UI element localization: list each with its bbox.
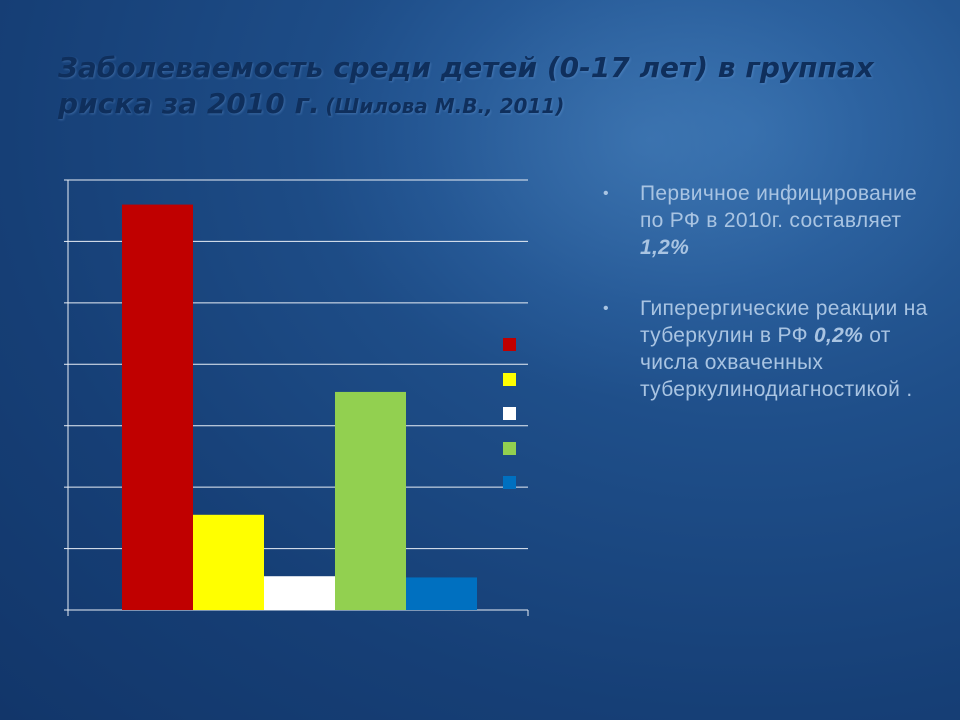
axes	[67, 180, 529, 616]
bullet-item-primary-infection: • Первичное инфицирование по РФ в 2010г.…	[600, 180, 935, 261]
bullet-list: • Первичное инфицирование по РФ в 2010г.…	[600, 180, 935, 437]
bar-5	[406, 577, 477, 610]
bullet-dot-icon: •	[603, 185, 609, 202]
title-citation: (Шилова М.В., 2011)	[325, 94, 565, 118]
bullet-text: Первичное инфицирование по РФ в 2010г. с…	[640, 182, 918, 232]
title-line-1: Заболеваемость среди детей (0-17 лет) в …	[58, 51, 874, 84]
bar-1	[122, 204, 193, 611]
chart-legend	[503, 338, 523, 498]
bar-4	[335, 391, 406, 610]
legend-swatch-5	[503, 476, 516, 489]
bullet-item-hyperergic: • Гиперергические реакции на туберкулин …	[600, 295, 935, 403]
title-line-2: риска за 2010 г.	[58, 87, 320, 120]
bullet-emphasis: 1,2%	[640, 236, 690, 259]
legend-swatch-4	[503, 441, 516, 455]
bullet-text: Гиперергические реакции на туберкулин в …	[640, 297, 928, 347]
bullet-emphasis: 0,2%	[813, 324, 864, 347]
slide-title: Заболеваемость среди детей (0-17 лет) в …	[58, 50, 938, 122]
legend-swatch-1	[503, 338, 516, 351]
bar-chart	[64, 179, 529, 616]
legend-swatch-2	[503, 372, 516, 386]
bar-2	[193, 514, 264, 610]
bar-3	[264, 576, 335, 610]
legend-swatch-3	[503, 407, 516, 420]
bullet-dot-icon: •	[603, 300, 609, 317]
bars	[122, 204, 477, 611]
bullet-text-after: от числа охваченных туберкулинодиагности…	[640, 324, 913, 401]
